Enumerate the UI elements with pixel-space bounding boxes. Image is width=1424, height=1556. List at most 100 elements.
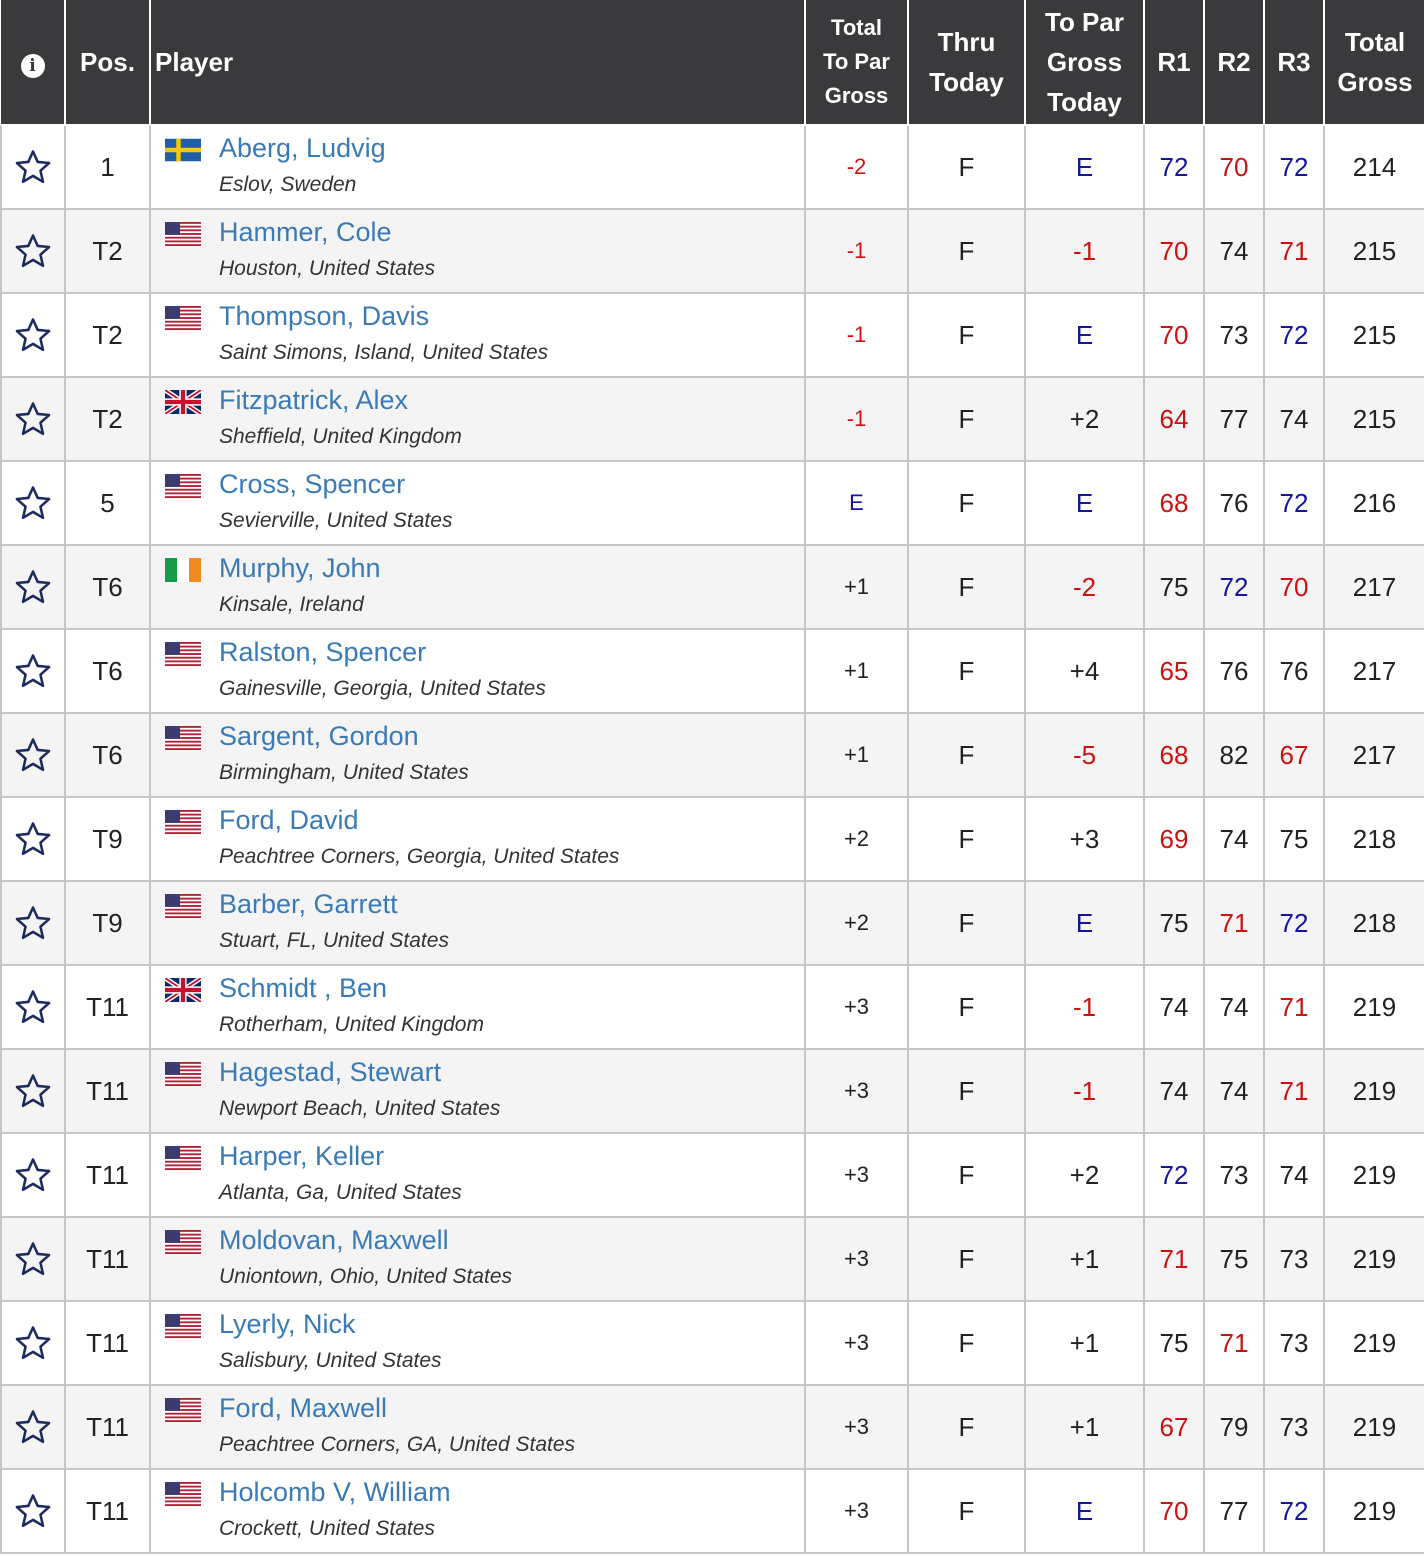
round-2-score: 71 — [1203, 1300, 1265, 1386]
star-icon[interactable] — [14, 652, 52, 690]
star-icon[interactable] — [14, 1324, 52, 1362]
total-gross-cell: 219 — [1323, 1468, 1424, 1554]
star-icon[interactable] — [14, 316, 52, 354]
player-name-link[interactable]: Cross, Spencer — [219, 469, 406, 499]
player-name-link[interactable]: Aberg, Ludvig — [219, 133, 386, 163]
player-row: T6 Ralston, Spencer Gainesville, Georgia… — [0, 628, 1424, 714]
favorite-star-cell[interactable] — [0, 1132, 66, 1218]
total-gross-cell: 217 — [1323, 712, 1424, 798]
player-name-link[interactable]: Barber, Garrett — [219, 889, 398, 919]
star-icon[interactable] — [14, 904, 52, 942]
usa-flag-icon — [165, 642, 201, 666]
to-par-today-cell: -5 — [1024, 712, 1145, 798]
to-par-today-cell: E — [1024, 460, 1145, 546]
favorite-star-cell[interactable] — [0, 1300, 66, 1386]
player-name-link[interactable]: Ralston, Spencer — [219, 637, 427, 667]
favorite-star-cell[interactable] — [0, 628, 66, 714]
star-icon[interactable] — [14, 1156, 52, 1194]
total-to-par-cell: +2 — [804, 796, 909, 882]
favorite-star-cell[interactable] — [0, 376, 66, 462]
favorite-star-cell[interactable] — [0, 1216, 66, 1302]
favorite-star-cell[interactable] — [0, 880, 66, 966]
round-2-score: 71 — [1203, 880, 1265, 966]
total-gross-cell: 219 — [1323, 1132, 1424, 1218]
header-to-par-today[interactable]: To Par Gross Today — [1024, 0, 1145, 126]
round-2-score: 79 — [1203, 1384, 1265, 1470]
header-info[interactable]: i — [1, 0, 66, 126]
favorite-star-cell[interactable] — [0, 292, 66, 378]
player-row: T11 Lyerly, Nick Salisbury, United State… — [0, 1300, 1424, 1386]
player-name-link[interactable]: Schmidt , Ben — [219, 973, 388, 1003]
star-icon[interactable] — [14, 1240, 52, 1278]
header-total-gross[interactable]: Total Gross — [1323, 0, 1424, 126]
thru-cell: F — [907, 1048, 1026, 1134]
favorite-star-cell[interactable] — [0, 1048, 66, 1134]
favorite-star-cell[interactable] — [0, 964, 66, 1050]
round-2-score: 77 — [1203, 376, 1265, 462]
info-icon[interactable]: i — [20, 54, 45, 78]
star-icon[interactable] — [14, 1408, 52, 1446]
header-total-to-par-line: To Par — [823, 49, 890, 74]
thru-cell: F — [907, 1384, 1026, 1470]
star-icon[interactable] — [14, 232, 52, 270]
player-cell: Ralston, Spencer Gainesville, Georgia, U… — [149, 628, 806, 714]
player-cell: Ford, David Peachtree Corners, Georgia, … — [149, 796, 806, 882]
player-name-link[interactable]: Hammer, Cole — [219, 217, 392, 247]
usa-flag-icon — [165, 222, 201, 246]
ireland-flag-icon — [165, 558, 201, 582]
total-to-par-cell: +3 — [804, 1468, 909, 1554]
star-icon[interactable] — [14, 988, 52, 1026]
player-name-link[interactable]: Harper, Keller — [219, 1141, 385, 1171]
player-name-link[interactable]: Ford, David — [219, 805, 359, 835]
header-r2[interactable]: R2 — [1203, 0, 1265, 126]
player-name-link[interactable]: Ford, Maxwell — [219, 1393, 388, 1423]
favorite-star-cell[interactable] — [0, 460, 66, 546]
player-cell: Moldovan, Maxwell Uniontown, Ohio, Unite… — [149, 1216, 806, 1302]
star-icon[interactable] — [14, 1492, 52, 1530]
to-par-today-cell: E — [1024, 124, 1145, 210]
round-1-score: 75 — [1143, 880, 1205, 966]
header-r1[interactable]: R1 — [1143, 0, 1205, 126]
favorite-star-cell[interactable] — [0, 712, 66, 798]
favorite-star-cell[interactable] — [0, 1384, 66, 1470]
favorite-star-cell[interactable] — [0, 796, 66, 882]
header-pos[interactable]: Pos. — [64, 0, 151, 126]
favorite-star-cell[interactable] — [0, 124, 66, 210]
star-icon[interactable] — [14, 820, 52, 858]
round-3-score: 72 — [1263, 460, 1325, 546]
player-name-link[interactable]: Moldovan, Maxwell — [219, 1225, 449, 1255]
header-r3[interactable]: R3 — [1263, 0, 1325, 126]
player-name-link[interactable]: Sargent, Gordon — [219, 721, 419, 751]
player-name-link[interactable]: Murphy, John — [219, 553, 381, 583]
player-name-link[interactable]: Fitzpatrick, Alex — [219, 385, 409, 415]
favorite-star-cell[interactable] — [0, 544, 66, 630]
header-total-to-par[interactable]: Total To Par Gross — [804, 0, 909, 126]
round-1-score: 72 — [1143, 124, 1205, 210]
star-icon[interactable] — [14, 400, 52, 438]
header-thru[interactable]: Thru Today — [907, 0, 1026, 126]
total-to-par-cell: +3 — [804, 1300, 909, 1386]
star-icon[interactable] — [14, 484, 52, 522]
player-name-link[interactable]: Hagestad, Stewart — [219, 1057, 442, 1087]
star-icon[interactable] — [14, 736, 52, 774]
star-icon[interactable] — [14, 568, 52, 606]
position-cell: T11 — [64, 964, 151, 1050]
round-3-score: 71 — [1263, 208, 1325, 294]
round-3-score: 73 — [1263, 1216, 1325, 1302]
star-icon[interactable] — [14, 1072, 52, 1110]
star-icon[interactable] — [14, 148, 52, 186]
player-row: T11 Moldovan, Maxwell Uniontown, Ohio, U… — [0, 1216, 1424, 1302]
round-1-score: 70 — [1143, 292, 1205, 378]
player-location: Eslov, Sweden — [219, 173, 357, 196]
player-name-link[interactable]: Holcomb V, William — [219, 1477, 451, 1507]
player-cell: Murphy, John Kinsale, Ireland — [149, 544, 806, 630]
player-name-link[interactable]: Lyerly, Nick — [219, 1309, 356, 1339]
favorite-star-cell[interactable] — [0, 1468, 66, 1554]
round-3-score: 76 — [1263, 628, 1325, 714]
favorite-star-cell[interactable] — [0, 208, 66, 294]
round-3-score: 67 — [1263, 712, 1325, 798]
header-player[interactable]: Player — [149, 0, 806, 126]
player-name-link[interactable]: Thompson, Davis — [219, 301, 430, 331]
round-1-score: 67 — [1143, 1384, 1205, 1470]
